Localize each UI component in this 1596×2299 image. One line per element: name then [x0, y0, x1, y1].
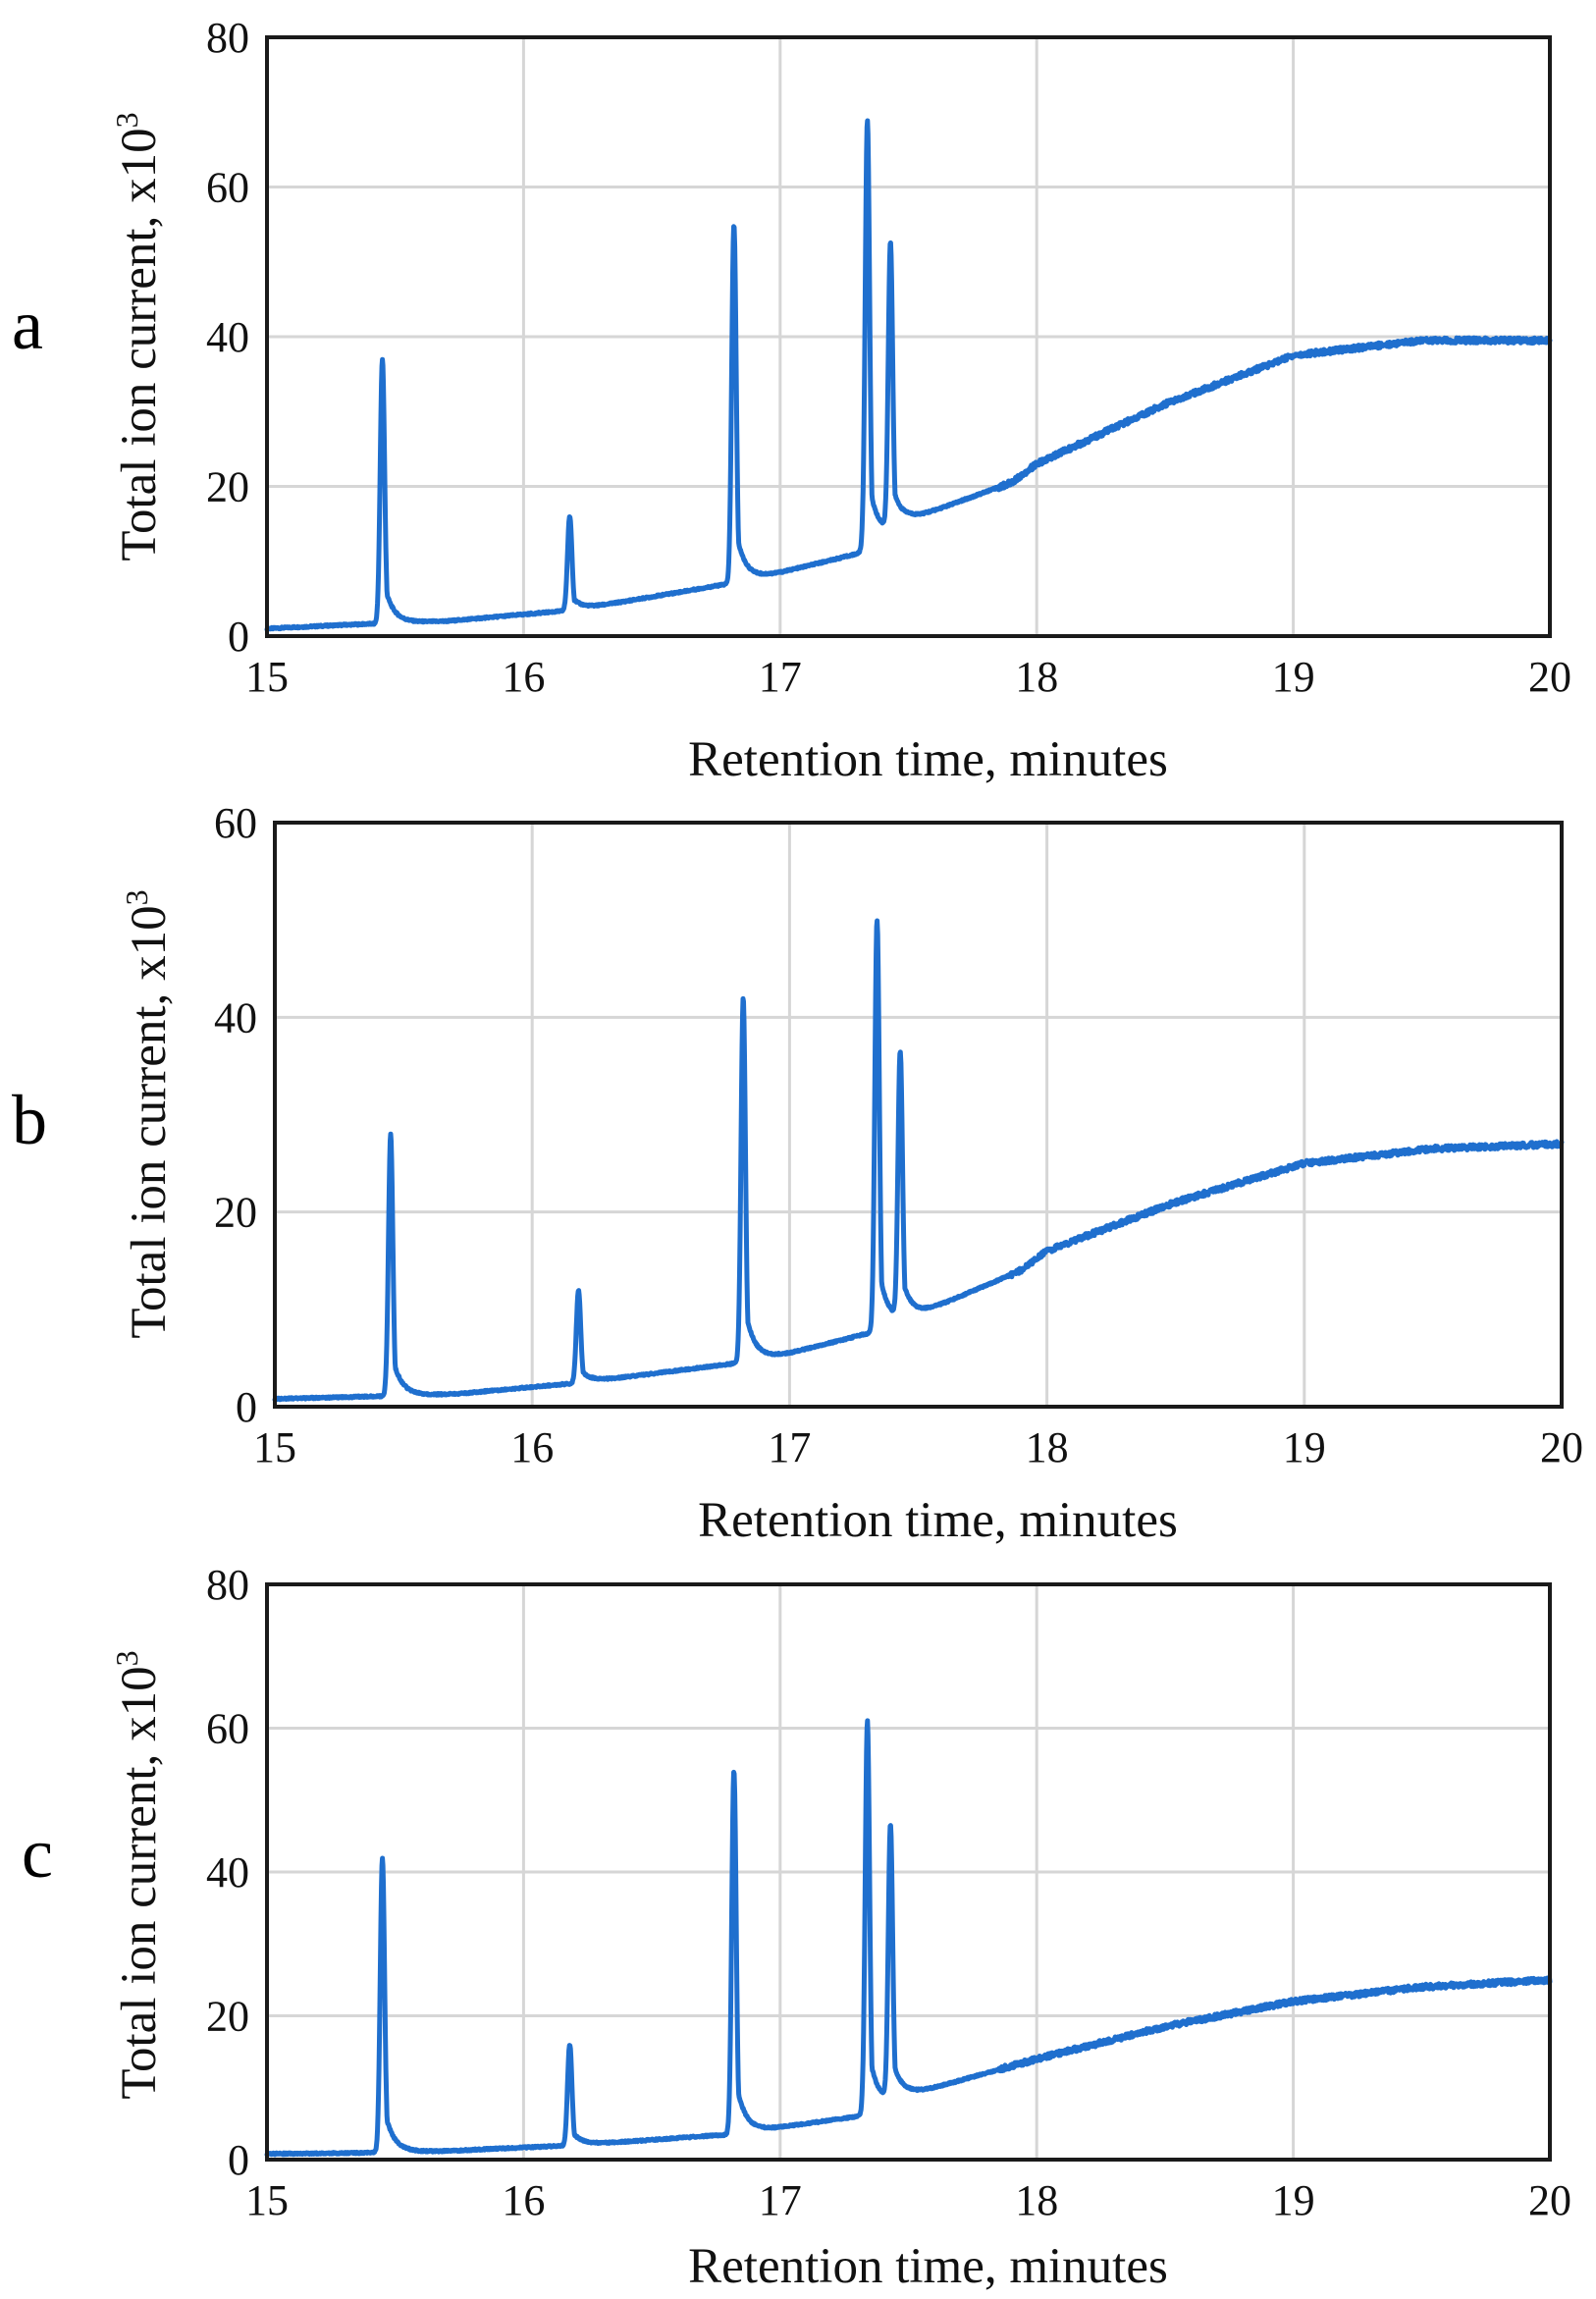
y-tick-label: 80: [206, 14, 249, 62]
y-axis-title: Total ion current, x103: [119, 889, 177, 1338]
y-tick-label: 40: [206, 1848, 249, 1897]
x-tick-label: 16: [502, 653, 545, 701]
plot-frame: [265, 35, 1552, 638]
x-tick-label: 18: [1015, 2176, 1058, 2224]
y-tick-label: 40: [206, 313, 249, 361]
x-axis-title: Retention time, minutes: [688, 2239, 1168, 2294]
y-tick-label: 60: [206, 1705, 249, 1753]
x-tick-label: 20: [1528, 2176, 1571, 2224]
x-tick-label: 15: [245, 653, 289, 701]
x-tick-label: 15: [253, 1423, 296, 1471]
x-tick-label: 18: [1015, 653, 1058, 701]
y-tick-label: 20: [214, 1189, 257, 1237]
y-axis-title-text: Total ion current, x10: [122, 905, 177, 1338]
y-tick-label: 20: [206, 463, 249, 511]
y-axis-title-superscript: 3: [119, 889, 154, 905]
y-tick-label: 60: [206, 164, 249, 212]
y-tick-label: 0: [236, 1383, 257, 1431]
y-tick-label: 60: [214, 799, 257, 847]
panel-label-b: b: [12, 1081, 47, 1159]
x-tick-label: 19: [1272, 2176, 1315, 2224]
y-tick-label: 80: [206, 1561, 249, 1609]
x-tick-label: 19: [1272, 653, 1315, 701]
y-axis-title: Total ion current, x103: [109, 112, 167, 561]
y-tick-label: 20: [206, 1993, 249, 2041]
x-tick-label: 16: [502, 2176, 545, 2224]
tic-trace: [264, 118, 1553, 632]
x-axis-title: Retention time, minutes: [698, 1493, 1178, 1548]
x-tick-label: 17: [768, 1423, 811, 1471]
x-tick-label: 17: [759, 2176, 802, 2224]
plot-frame: [273, 821, 1564, 1409]
tic-trace: [264, 1718, 1553, 2158]
plot-frame: [265, 1582, 1552, 2162]
y-axis-title-text: Total ion current, x10: [112, 1666, 167, 2099]
chart-panel-c: 0 20 40 60 80 15 16 17 18 19 20 Retention time, min…: [22, 1561, 1571, 2294]
x-tick-label: 20: [1540, 1423, 1583, 1471]
y-axis-title-superscript: 3: [109, 1650, 144, 1666]
chart-panel-b: 0 20 40 60 15 16 17 18 19 20 Retention time, minut…: [12, 799, 1583, 1548]
panel-label-a: a: [12, 286, 43, 364]
y-tick-label: 0: [228, 613, 249, 661]
x-tick-label: 20: [1528, 653, 1571, 701]
x-tick-label: 17: [759, 653, 802, 701]
y-tick-label: 40: [214, 993, 257, 1042]
y-axis-title-superscript: 3: [109, 112, 144, 128]
x-tick-label: 19: [1283, 1423, 1326, 1471]
x-tick-label: 15: [245, 2176, 289, 2224]
y-axis-title: Total ion current, x103: [109, 1650, 167, 2099]
tic-trace: [272, 918, 1565, 1403]
y-tick-label: 0: [228, 2136, 249, 2184]
x-axis-title: Retention time, minutes: [688, 732, 1168, 787]
x-tick-label: 18: [1026, 1423, 1069, 1471]
y-axis-title-text: Total ion current, x10: [112, 128, 167, 561]
panel-label-c: c: [22, 1814, 53, 1893]
chart-panel-a: 0 20 40 60 80 15 16 17 18 19 20 Retention time, min…: [12, 14, 1571, 787]
x-tick-label: 16: [510, 1423, 554, 1471]
